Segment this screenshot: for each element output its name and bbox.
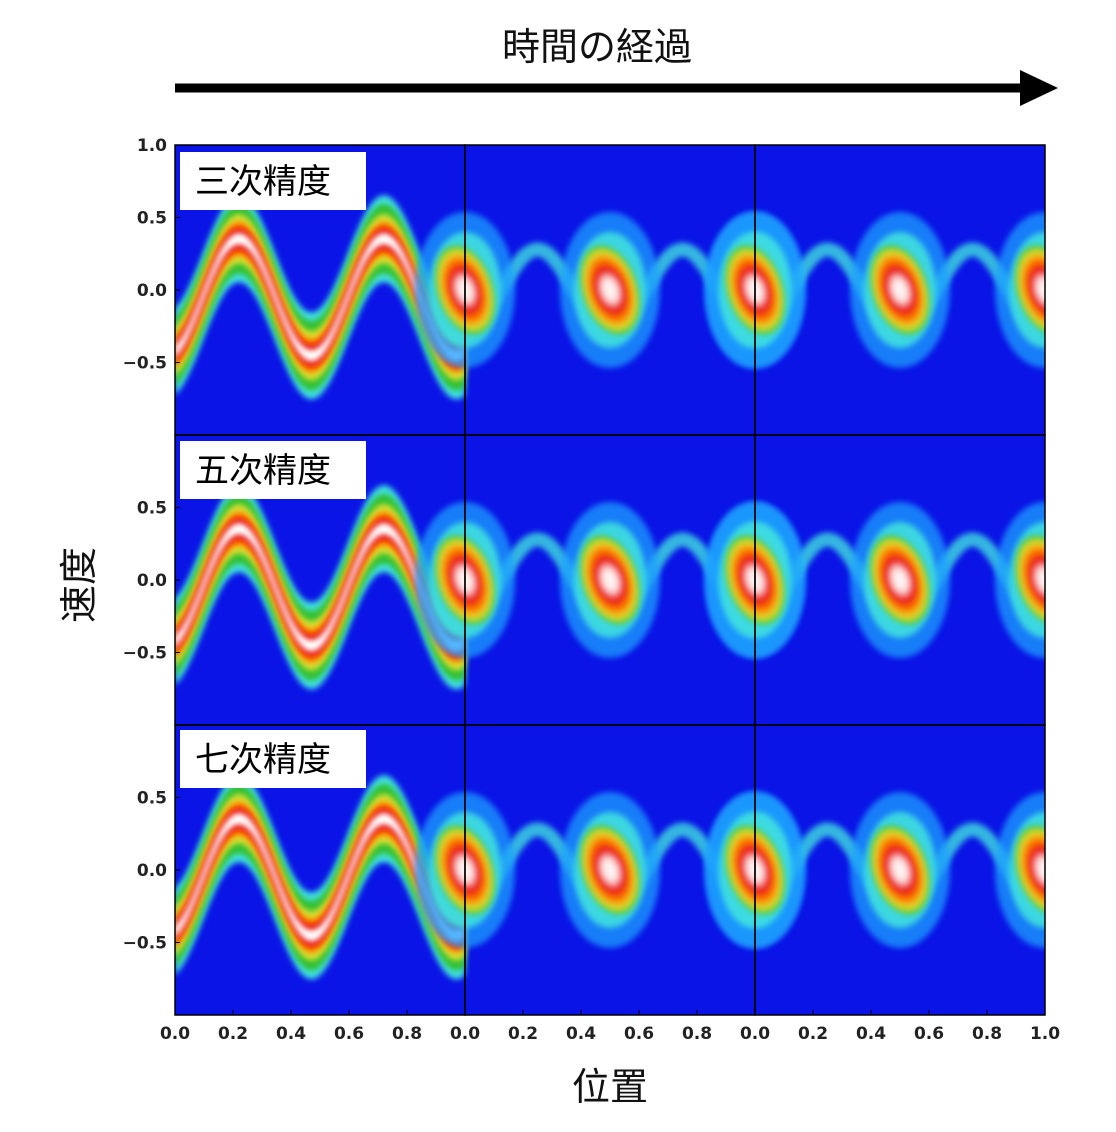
x-tick-label: 0.2 (218, 1024, 248, 1044)
x-tick-label: 0.6 (334, 1024, 364, 1044)
time-arrow (175, 70, 1058, 106)
x-axis-title: 位置 (572, 1065, 648, 1109)
x-tick-label: 0.4 (566, 1024, 596, 1044)
x-tick-label: 0.4 (276, 1024, 306, 1044)
x-tick-label: 0.6 (914, 1024, 944, 1044)
vortex-core (869, 825, 931, 915)
x-tick-label: 0.0 (450, 1024, 480, 1044)
vortex-core (579, 825, 641, 915)
row-label-2-text: 五次精度 (195, 451, 331, 491)
panel-borders (174, 144, 1046, 1016)
wave-band (175, 511, 465, 664)
x-tick-label: 0.2 (798, 1024, 828, 1044)
y-tick-label: 0.5 (137, 789, 167, 809)
x-tick-label: 0.8 (392, 1024, 422, 1044)
y-tick-label: 0.0 (137, 281, 167, 301)
x-tick-label: 0.0 (740, 1024, 770, 1044)
x-tick-label: 0.0 (160, 1024, 190, 1044)
y-tick-labels: 1.0 0.5 0.0 −0.5 0.5 0.0 −0.5 0.5 0.0 −0.5 (123, 136, 180, 954)
x-tick-label: 0.4 (856, 1024, 886, 1044)
y-tick-label: −0.5 (123, 934, 167, 954)
y-tick-label: −0.5 (123, 644, 167, 664)
time-label: 時間の経過 (502, 25, 692, 69)
row-label-3: 七次精度 (180, 730, 366, 788)
y-tick-label: 0.0 (137, 861, 167, 881)
x-tick-label: 1.0 (1030, 1024, 1060, 1044)
x-tick-label: 0.2 (508, 1024, 538, 1044)
plot-area (175, 145, 1045, 1015)
vortex-core (1014, 535, 1045, 625)
vortex-core (869, 535, 931, 625)
x-tick-label: 0.6 (624, 1024, 654, 1044)
row-label-1: 三次精度 (180, 152, 366, 210)
wave-band (175, 221, 465, 374)
vortex-core (1014, 825, 1045, 915)
vortex-core (579, 245, 641, 335)
wave-band (175, 801, 465, 954)
y-tick-label: 0.5 (137, 499, 167, 519)
row-label-3-text: 七次精度 (195, 740, 331, 780)
y-tick-label: 1.0 (137, 136, 167, 156)
vortex-core (579, 535, 641, 625)
vortex-core (1014, 245, 1045, 335)
y-tick-label: 0.0 (137, 571, 167, 591)
row-label-2: 五次精度 (180, 441, 366, 499)
x-tick-labels: 0.0 0.2 0.4 0.6 0.8 0.0 0.2 0.4 0.6 0.8 0.0 0.2 0.4 0… (160, 1010, 1060, 1044)
y-axis-title: 速度 (57, 547, 101, 623)
y-tick-label: 0.5 (137, 209, 167, 229)
row-label-1-text: 三次精度 (195, 162, 331, 202)
x-tick-label: 0.8 (972, 1024, 1002, 1044)
vortex-core (869, 245, 931, 335)
x-tick-label: 0.8 (682, 1024, 712, 1044)
y-tick-label: −0.5 (123, 354, 167, 374)
panel-border (754, 724, 1046, 1016)
